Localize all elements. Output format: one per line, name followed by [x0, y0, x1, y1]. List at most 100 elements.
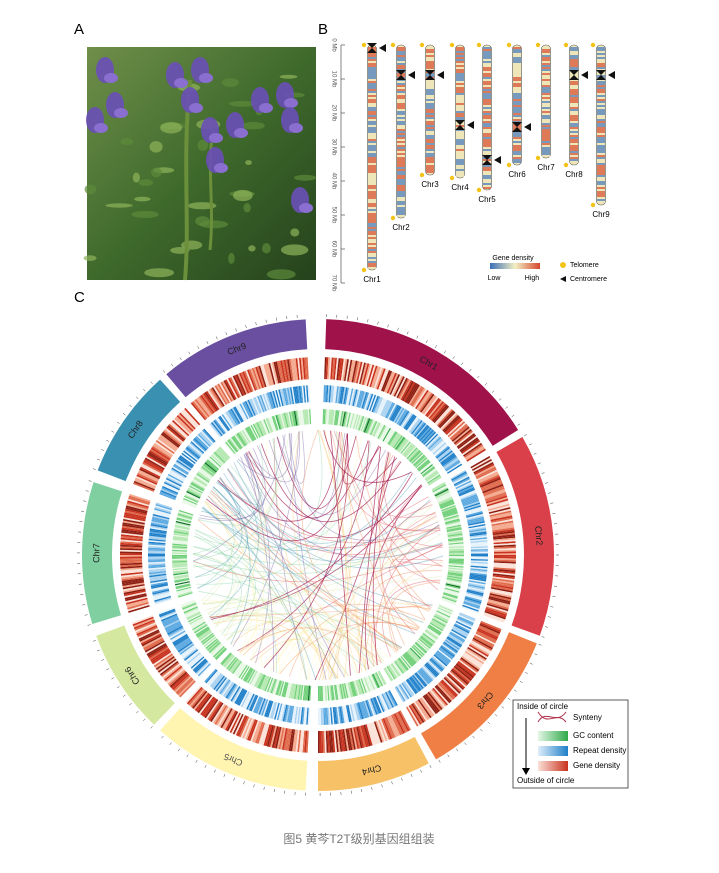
density-band	[426, 91, 434, 93]
density-band	[426, 53, 434, 55]
density-band	[513, 159, 521, 161]
density-band	[426, 147, 434, 149]
density-band	[426, 145, 434, 147]
density-band	[570, 87, 578, 89]
scale-tick	[545, 483, 548, 484]
density-band	[513, 155, 521, 157]
chromosome-label: Chr5	[478, 195, 496, 204]
chromosome: Chr5	[477, 43, 501, 204]
density-band	[597, 161, 605, 163]
leaf	[85, 184, 97, 194]
leaf	[244, 203, 251, 212]
telomere	[420, 43, 424, 47]
panel-label: C	[74, 289, 85, 306]
density-band	[513, 101, 521, 103]
telomere	[507, 163, 511, 167]
density-band	[368, 115, 376, 117]
density-band	[542, 109, 550, 111]
density-band	[397, 173, 405, 175]
density-band	[597, 135, 605, 137]
scale-tick	[143, 719, 145, 721]
density-band	[456, 103, 464, 105]
density-band	[368, 143, 376, 145]
density-band	[513, 67, 521, 69]
chromosome: Chr8	[564, 43, 588, 179]
density-band	[483, 151, 491, 153]
density-band	[483, 153, 491, 155]
density-band	[368, 229, 376, 231]
centromere-marker	[581, 71, 588, 79]
density-band	[368, 217, 376, 219]
density-band	[513, 75, 521, 77]
density-band	[542, 141, 550, 143]
scale-tick	[111, 431, 114, 433]
scale-tick	[234, 778, 235, 781]
density-band	[397, 123, 405, 125]
density-band	[513, 137, 521, 139]
density-band	[397, 125, 405, 127]
density-band	[368, 147, 376, 149]
scale-tick	[550, 607, 553, 608]
density-band	[542, 75, 550, 77]
density-band	[397, 109, 405, 111]
density-band	[570, 149, 578, 151]
chromosome: Chr2	[391, 43, 415, 232]
density-band	[368, 103, 376, 105]
density-band	[542, 137, 550, 139]
centromere-marker	[494, 156, 501, 164]
gc-content	[449, 554, 464, 555]
telomere	[536, 156, 540, 160]
density-band	[368, 111, 376, 113]
flower	[299, 203, 313, 213]
density-band	[456, 73, 464, 75]
density-band	[483, 47, 491, 49]
density-band	[397, 61, 405, 63]
density-band	[456, 47, 464, 49]
density-band	[368, 109, 376, 111]
density-band	[542, 95, 550, 97]
density-band	[597, 189, 605, 191]
density-band	[542, 133, 550, 135]
scale-tick	[529, 444, 532, 445]
density-band	[483, 107, 491, 109]
density-band	[597, 195, 605, 197]
density-band	[483, 109, 491, 111]
density-band	[456, 61, 464, 63]
density-band	[542, 69, 550, 71]
density-band	[397, 213, 405, 215]
density-band	[597, 119, 605, 121]
legend-text: High	[525, 275, 540, 282]
density-band	[397, 209, 405, 211]
scale-tick	[367, 319, 368, 322]
scale-tick	[430, 765, 431, 768]
chromosome-label: Chr4	[451, 183, 469, 192]
density-band	[542, 79, 550, 81]
density-band	[456, 163, 464, 165]
density-band	[368, 133, 376, 135]
chromosome-label: Chr7	[537, 163, 555, 172]
telomere	[477, 43, 481, 47]
density-band	[597, 57, 605, 59]
density-band	[483, 81, 491, 83]
density-band	[397, 149, 405, 151]
density-band	[542, 91, 550, 93]
density-band	[368, 211, 376, 213]
caption: 图5 黄芩T2T级别基因组组装	[283, 832, 434, 846]
density-band	[456, 145, 464, 147]
density-band	[426, 107, 434, 109]
density-band	[426, 99, 434, 101]
scale-tick	[82, 604, 85, 605]
density-band	[483, 137, 491, 139]
density-band	[368, 199, 376, 201]
density-band	[570, 161, 578, 163]
scale-tick	[89, 481, 92, 482]
scale-tick	[545, 627, 548, 628]
density-band	[368, 253, 376, 255]
density-band	[483, 111, 491, 113]
density-band	[570, 61, 578, 63]
density-band	[570, 101, 578, 103]
chromosome-label: Chr2	[533, 526, 545, 546]
density-band	[597, 175, 605, 177]
density-band	[570, 139, 578, 141]
density-band	[426, 101, 434, 103]
